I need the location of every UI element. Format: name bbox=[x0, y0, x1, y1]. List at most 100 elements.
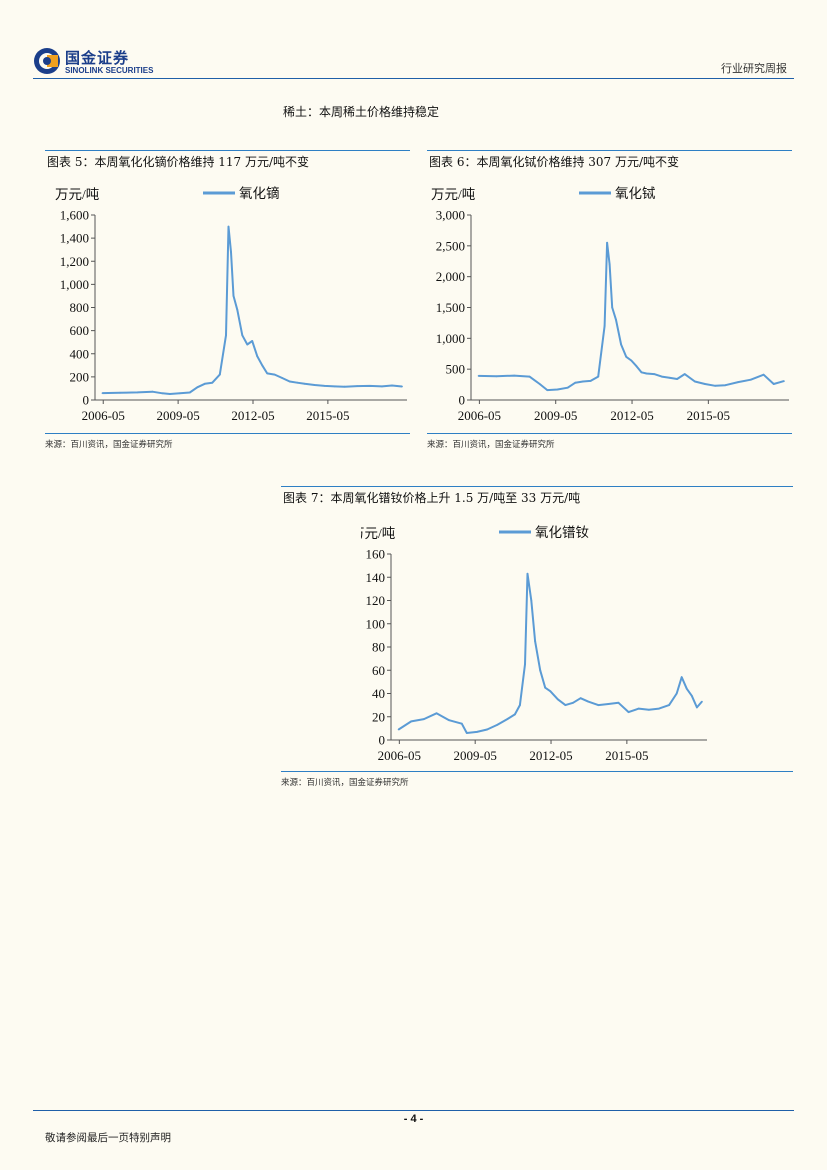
data-point bbox=[676, 378, 678, 380]
y-tick-label: 20 bbox=[372, 709, 385, 724]
x-tick-label: 2009-05 bbox=[156, 408, 199, 423]
data-point bbox=[587, 700, 590, 703]
data-point bbox=[607, 703, 610, 705]
data-point bbox=[724, 384, 727, 387]
data-point bbox=[680, 676, 683, 679]
data-point bbox=[546, 389, 549, 391]
x-tick-label: 2009-05 bbox=[454, 748, 497, 763]
legend-label: 氧化铽 bbox=[615, 186, 656, 201]
x-tick-label: 2015-05 bbox=[306, 408, 349, 423]
data-point bbox=[556, 388, 559, 391]
data-point bbox=[696, 706, 698, 709]
data-point bbox=[203, 382, 206, 385]
disclaimer-link[interactable]: 敬请参阅最后一页特别声明 bbox=[45, 1132, 171, 1144]
data-point bbox=[653, 373, 656, 375]
data-point bbox=[495, 375, 498, 378]
x-tick-label: 2015-05 bbox=[687, 408, 730, 423]
data-point bbox=[749, 378, 752, 381]
data-point bbox=[343, 385, 346, 388]
y-tick-label: 1,000 bbox=[436, 331, 465, 346]
data-point bbox=[188, 391, 191, 394]
y-tick-label: 120 bbox=[366, 593, 386, 608]
logo-text-cn: 国金证券 bbox=[65, 49, 130, 67]
y-tick-label: 0 bbox=[459, 393, 466, 408]
data-point bbox=[196, 386, 199, 389]
y-tick-label: 3,000 bbox=[436, 208, 465, 223]
data-point bbox=[615, 318, 617, 321]
data-point bbox=[151, 390, 154, 393]
data-point bbox=[486, 728, 488, 731]
figure-7-bottom-rule bbox=[281, 771, 793, 772]
logo-text-en: SINOLINK SECURITIES bbox=[65, 66, 154, 75]
data-point bbox=[251, 340, 254, 342]
y-tick-label: 2,000 bbox=[436, 269, 465, 284]
footer-divider bbox=[33, 1110, 794, 1111]
figure-6-source: 来源：百川资讯，国金证券研究所 bbox=[427, 440, 555, 450]
data-point bbox=[514, 713, 516, 716]
y-tick-label: 60 bbox=[372, 663, 385, 678]
data-point bbox=[690, 694, 693, 697]
figure-5-bottom-rule bbox=[45, 433, 410, 434]
legend-label: 氧化镨钕 bbox=[535, 525, 589, 540]
data-point bbox=[538, 383, 541, 385]
y-tick-label: 500 bbox=[446, 362, 466, 377]
x-tick-label: 2012-05 bbox=[529, 748, 572, 763]
report-type: 行业研究周报 bbox=[721, 62, 787, 75]
header-divider bbox=[33, 78, 794, 79]
data-point bbox=[526, 572, 529, 575]
data-point bbox=[762, 373, 765, 376]
data-point bbox=[572, 701, 574, 704]
data-point bbox=[640, 371, 643, 374]
data-point bbox=[603, 325, 606, 327]
data-point bbox=[608, 263, 611, 266]
data-point bbox=[627, 711, 630, 713]
data-point bbox=[530, 599, 533, 602]
data-point bbox=[241, 334, 244, 337]
y-tick-label: 80 bbox=[372, 640, 385, 655]
data-point bbox=[179, 392, 181, 395]
data-point bbox=[524, 663, 526, 666]
y-tick-label: 40 bbox=[372, 686, 385, 701]
data-point bbox=[544, 686, 547, 689]
y-tick-label: 1,200 bbox=[60, 254, 89, 269]
data-point bbox=[519, 704, 521, 706]
figure-7-source: 来源：百川资讯，国金证券研究所 bbox=[281, 778, 409, 788]
y-tick-label: 0 bbox=[83, 393, 90, 408]
figure-5-source: 来源：百川资讯，国金证券研究所 bbox=[45, 440, 173, 450]
data-point bbox=[714, 384, 717, 387]
data-point bbox=[660, 375, 663, 378]
data-point bbox=[448, 719, 450, 722]
data-point bbox=[648, 708, 650, 711]
data-point bbox=[772, 383, 775, 385]
data-point bbox=[101, 392, 104, 394]
data-point bbox=[496, 724, 499, 726]
data-point bbox=[303, 382, 306, 385]
data-point bbox=[381, 385, 383, 388]
x-tick-label: 2006-05 bbox=[82, 408, 125, 423]
x-tick-label: 2012-05 bbox=[231, 408, 274, 423]
y-tick-label: 100 bbox=[366, 616, 386, 631]
y-tick-label: 2,500 bbox=[436, 238, 465, 253]
data-point bbox=[574, 381, 577, 384]
y-tick-label: 140 bbox=[366, 570, 386, 585]
data-point bbox=[645, 372, 648, 375]
series-line bbox=[102, 225, 403, 395]
data-point bbox=[232, 295, 235, 297]
data-point bbox=[460, 722, 463, 725]
y-axis-label: 万元/吨 bbox=[361, 526, 395, 541]
data-point bbox=[704, 383, 706, 385]
data-point bbox=[625, 355, 628, 358]
figure-5-top-rule bbox=[45, 150, 410, 151]
data-point bbox=[391, 384, 393, 387]
data-point bbox=[685, 687, 688, 690]
data-point bbox=[246, 343, 249, 346]
data-point bbox=[564, 704, 567, 706]
data-point bbox=[368, 385, 371, 387]
y-tick-label: 0 bbox=[379, 733, 386, 748]
data-point bbox=[683, 373, 686, 375]
figure-5-chart: 万元/吨 氧化镝 0 200 400 600 800 1,000 1,200 1,400 1,600… bbox=[55, 185, 407, 423]
data-point bbox=[477, 375, 480, 377]
y-tick-label: 200 bbox=[70, 369, 90, 384]
data-point bbox=[119, 391, 121, 394]
data-point bbox=[589, 380, 592, 382]
